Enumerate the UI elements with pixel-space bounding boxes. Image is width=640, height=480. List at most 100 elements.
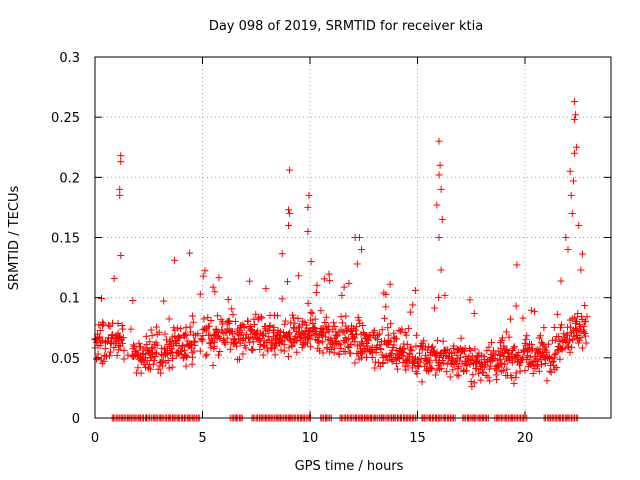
data-point [190,347,198,355]
data-point [92,335,100,343]
data-point [409,301,417,309]
data-point [405,324,413,332]
data-point [137,369,145,377]
data-point [550,323,558,331]
data-point [359,322,367,330]
data-point [199,326,207,334]
data-point [565,342,573,350]
peak-point [577,266,585,274]
data-point [484,373,492,381]
data-point [169,355,177,363]
data-point [370,327,378,335]
data-point [398,345,406,353]
data-point [576,323,584,331]
data-point [275,331,283,339]
peak-point [353,260,361,268]
data-point [521,367,529,375]
data-point [293,348,301,356]
data-point [352,323,360,331]
data-point [368,353,376,361]
data-point [308,309,316,317]
data-point [100,357,108,365]
data-point [141,363,149,371]
peak-point [285,221,292,229]
data-point [307,308,315,316]
data-point [340,283,348,291]
data-point [412,331,420,339]
data-point [311,324,319,332]
peak-point [305,191,313,199]
data-point [479,368,487,376]
data-point [522,335,530,343]
data-point [513,352,521,360]
data-point [187,341,195,349]
data-point [544,340,552,348]
data-point [471,345,479,353]
data-point [496,355,504,363]
data-point [257,341,265,349]
data-point [99,320,107,328]
data-point [446,373,454,381]
data-point [249,338,257,346]
data-point [276,333,284,341]
data-point [256,346,264,354]
data-point [531,308,539,316]
peak-point [438,215,446,223]
data-point [552,349,560,357]
data-point [483,347,491,355]
data-point [341,348,349,356]
data-point [259,351,267,359]
peak-point [570,116,578,124]
data-point [404,362,412,370]
data-point [435,358,443,366]
data-point [551,351,559,359]
data-point [450,342,458,350]
data-point [435,293,443,301]
data-point [516,367,524,375]
data-point [172,338,180,346]
data-point [414,362,422,370]
data-point [581,302,589,310]
data-point [120,355,128,363]
peak-point [285,206,292,214]
data-point [382,303,390,311]
data-point [333,332,341,340]
data-point [233,342,241,350]
x-tick-label: 20 [517,431,534,446]
data-point [403,340,411,348]
data-point [247,323,255,331]
data-point [157,369,165,377]
data-point [474,353,482,361]
data-point [400,344,408,352]
data-point [239,350,247,358]
peak-point [570,98,578,106]
data-point [182,332,190,340]
data-point [155,328,163,336]
data-point [182,353,190,361]
data-point [538,361,546,369]
data-point [398,325,406,333]
data-point [325,328,333,336]
data-point [402,366,410,374]
peak-point [117,158,125,166]
data-point [231,317,239,325]
peak-point [437,185,445,193]
data-point [581,317,589,325]
peak-point [117,252,125,260]
data-point [150,356,158,364]
data-point [196,290,204,298]
x-tick-label: 10 [302,431,319,446]
data-point [107,339,115,347]
data-point [129,297,137,305]
data-point [127,325,135,333]
data-point [571,313,579,321]
data-point [299,340,307,348]
peak-point [286,166,294,174]
data-point [513,261,521,269]
data-point [569,336,577,344]
data-point [492,371,500,379]
y-tick-label: 0.05 [51,352,80,367]
peak-point [116,185,124,193]
data-point [163,336,171,344]
data-point [337,344,345,352]
